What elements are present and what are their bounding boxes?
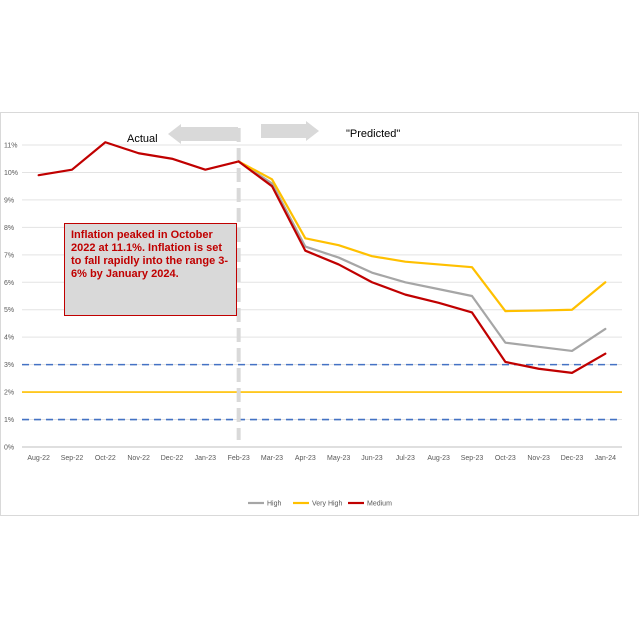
y-tick-label: 5% [4,307,14,314]
label-predicted: "Predicted" [346,128,400,140]
x-tick-label: Jan-24 [595,455,617,462]
y-axis: 0% 1% 2% 3% 4% 5% 6% 7% 8% 9% 10% 11% [4,143,18,452]
x-tick-label: Jun-23 [361,455,383,462]
series-line-high [237,160,607,353]
x-tick-label: Feb-23 [228,455,250,462]
arrow-left-icon [168,124,238,144]
direction-arrows: Actual "Predicted" [127,121,400,145]
series-line-very-high [237,160,607,313]
x-tick-label: Nov-23 [527,455,550,462]
y-tick-label: 2% [4,390,14,397]
x-tick-label: May-23 [327,455,350,462]
legend-label: Very High [312,501,342,508]
x-tick-label: Mar-23 [261,455,283,462]
legend-label: Medium [367,501,392,508]
series-line-medium [237,160,607,374]
y-tick-label: 6% [4,280,14,287]
y-tick-label: 8% [4,225,14,232]
x-tick-label: Nov-22 [127,455,150,462]
arrow-right-icon [261,121,319,141]
y-tick-label: 11% [4,143,18,150]
y-tick-label: 3% [4,362,14,369]
legend-label: High [267,501,282,508]
x-tick-label: Jan-23 [195,455,217,462]
series-actual-line [37,141,240,177]
legend: High Very High Medium [248,501,392,508]
y-tick-label: 10% [4,170,18,177]
y-tick-label: 9% [4,197,14,204]
y-tick-label: 1% [4,417,14,424]
annotation-box: Inflation peaked in October 2022 at 11.1… [64,223,237,316]
x-axis: Aug-22 Sep-22 Oct-22 Nov-22 Dec-22 Jan-23 Feb-… [27,455,616,462]
y-tick-label: 4% [4,335,14,342]
x-tick-label: Aug-22 [27,455,50,462]
x-tick-label: Oct-23 [495,455,516,462]
x-tick-label: Sep-22 [61,455,84,462]
x-tick-label: Oct-22 [95,455,116,462]
reference-lines [22,363,622,421]
x-tick-label: Dec-23 [561,455,584,462]
x-tick-label: Apr-23 [295,455,316,462]
series-lines [37,141,607,374]
annotation-text: Inflation peaked in October 2022 at 11.1… [71,229,229,280]
x-tick-label: Jul-23 [396,455,415,462]
x-tick-label: Aug-23 [427,455,450,462]
y-tick-label: 7% [4,252,14,259]
y-tick-label: 0% [4,445,14,452]
x-tick-label: Sep-23 [461,455,484,462]
x-tick-label: Dec-22 [161,455,184,462]
label-actual: Actual [127,133,158,145]
